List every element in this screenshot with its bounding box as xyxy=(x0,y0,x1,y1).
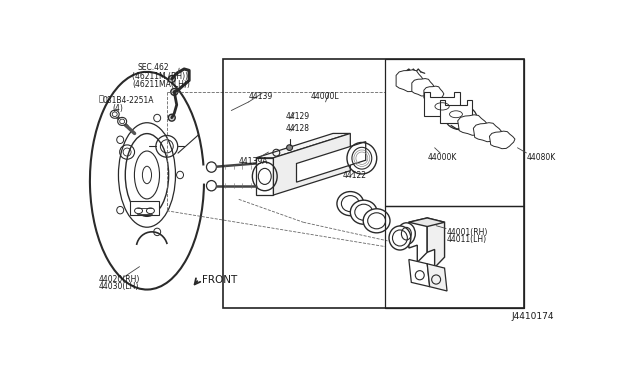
Text: FRONT: FRONT xyxy=(202,275,237,285)
Polygon shape xyxy=(474,123,501,142)
Ellipse shape xyxy=(110,110,119,118)
Text: 44129: 44129 xyxy=(286,112,310,121)
Text: 44011(LH): 44011(LH) xyxy=(447,235,487,244)
Bar xyxy=(385,59,524,206)
Text: (46211M (RH)): (46211M (RH)) xyxy=(132,72,188,81)
Text: Ⓑ: Ⓑ xyxy=(99,95,104,104)
Text: 44000K: 44000K xyxy=(428,153,456,162)
Bar xyxy=(385,206,524,308)
Polygon shape xyxy=(409,218,428,262)
Ellipse shape xyxy=(287,145,292,151)
Ellipse shape xyxy=(207,162,216,172)
Text: 44139A: 44139A xyxy=(239,157,268,166)
Polygon shape xyxy=(409,218,445,227)
Text: 44080K: 44080K xyxy=(527,153,556,162)
Polygon shape xyxy=(458,115,487,135)
Polygon shape xyxy=(409,260,429,287)
Ellipse shape xyxy=(337,192,364,216)
Text: SEC.462: SEC.462 xyxy=(137,63,169,72)
Text: 081B4-2251A: 081B4-2251A xyxy=(102,96,154,105)
Text: 44001(RH): 44001(RH) xyxy=(447,228,488,237)
Ellipse shape xyxy=(168,114,175,121)
Ellipse shape xyxy=(350,200,377,224)
Polygon shape xyxy=(424,92,460,116)
Text: (46211MA(LH)): (46211MA(LH)) xyxy=(132,80,190,89)
Polygon shape xyxy=(424,86,444,102)
Ellipse shape xyxy=(171,89,178,95)
Bar xyxy=(223,59,524,308)
Text: 44030(LH): 44030(LH) xyxy=(99,282,140,291)
Polygon shape xyxy=(273,134,350,195)
Text: (4): (4) xyxy=(112,104,123,113)
Polygon shape xyxy=(396,70,424,92)
Text: 44139: 44139 xyxy=(249,92,273,101)
Polygon shape xyxy=(428,264,447,291)
Polygon shape xyxy=(256,158,273,195)
Ellipse shape xyxy=(364,209,390,233)
Ellipse shape xyxy=(168,76,175,83)
Ellipse shape xyxy=(207,180,216,191)
Polygon shape xyxy=(296,142,365,182)
Polygon shape xyxy=(412,78,435,96)
Polygon shape xyxy=(129,201,159,215)
Polygon shape xyxy=(490,131,515,149)
Text: 44122: 44122 xyxy=(343,171,367,180)
Polygon shape xyxy=(440,100,472,124)
Polygon shape xyxy=(428,218,445,267)
Text: 44020(RH): 44020(RH) xyxy=(99,275,140,284)
Text: 44000L: 44000L xyxy=(310,92,339,101)
Ellipse shape xyxy=(118,118,127,125)
Ellipse shape xyxy=(389,226,411,250)
Ellipse shape xyxy=(397,223,415,244)
Text: J4410174: J4410174 xyxy=(511,312,554,321)
Text: 44128: 44128 xyxy=(286,124,310,133)
Polygon shape xyxy=(256,134,350,158)
